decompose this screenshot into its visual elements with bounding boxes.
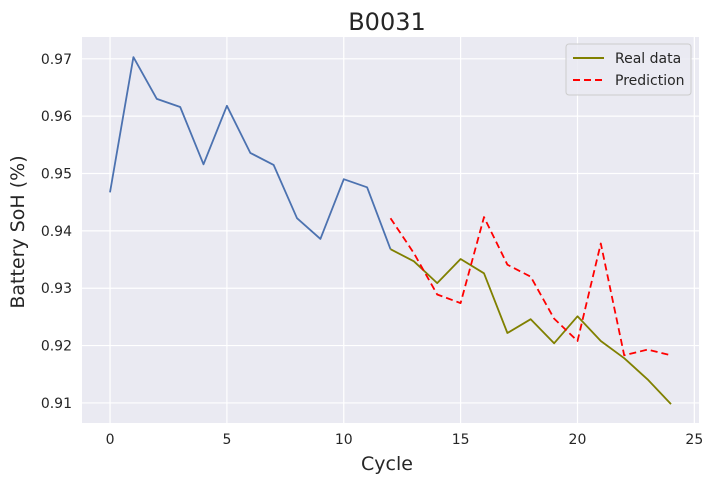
legend-box [565, 43, 692, 96]
x-tick-label: 25 [685, 432, 703, 448]
grid-lines [82, 37, 699, 423]
legend-prediction-label: Prediction [615, 73, 685, 89]
x-axis-label: Cycle [361, 453, 413, 475]
y-tick-label: 0.93 [41, 281, 72, 297]
x-tick-label: 5 [222, 432, 231, 448]
y-tick-label: 0.97 [41, 52, 72, 68]
legend: Real data Prediction [565, 43, 692, 96]
y-tick-label: 0.96 [41, 109, 72, 125]
plot-background [82, 37, 699, 423]
series-lines [109, 56, 672, 405]
x-tick-labels: 0 5 10 15 20 25 [106, 432, 704, 448]
y-tick-label: 0.92 [41, 339, 72, 355]
y-axis-label: Battery SoH (%) [7, 155, 29, 308]
series-line-prediction [389, 216, 672, 357]
series-line-real-data [390, 248, 672, 405]
y-tick-label: 0.94 [41, 224, 72, 240]
y-tick-labels: 0.91 0.92 0.93 0.94 0.95 0.96 0.97 [41, 52, 72, 412]
y-tick-label: 0.95 [41, 167, 72, 183]
x-tick-label: 20 [569, 432, 587, 448]
series-line-training-data [109, 56, 392, 250]
x-tick-label: 15 [452, 432, 470, 448]
x-tick-label: 0 [106, 432, 115, 448]
x-tick-label: 10 [335, 432, 353, 448]
y-tick-label: 0.91 [41, 396, 72, 412]
chart-title: B0031 [348, 8, 426, 36]
legend-real-data-label: Real data [615, 51, 681, 67]
